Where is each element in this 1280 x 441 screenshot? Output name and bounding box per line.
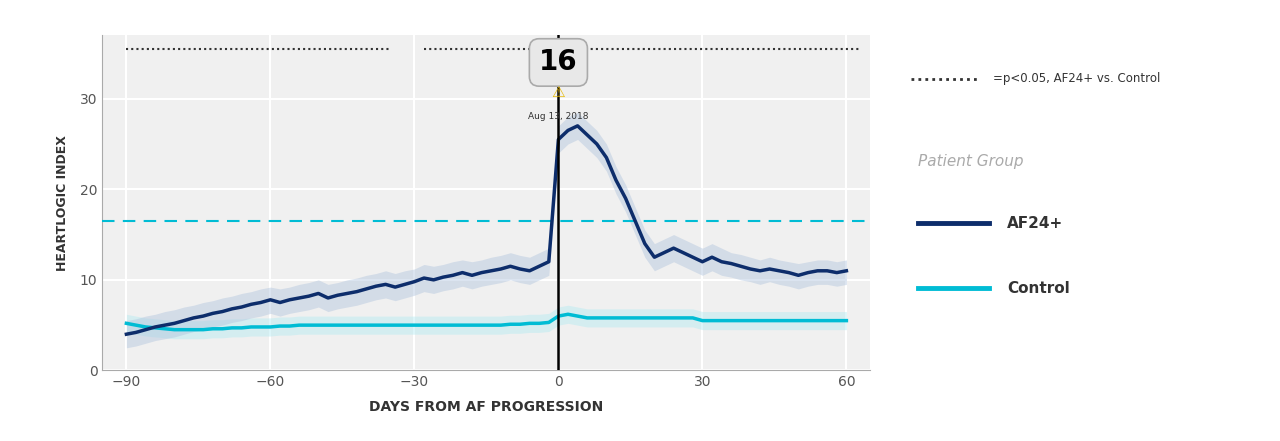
Text: 16: 16 bbox=[539, 49, 577, 76]
Y-axis label: HEARTLOGIC INDEX: HEARTLOGIC INDEX bbox=[56, 135, 69, 271]
Text: AF24+: AF24+ bbox=[1007, 216, 1064, 231]
X-axis label: DAYS FROM AF PROGRESSION: DAYS FROM AF PROGRESSION bbox=[369, 400, 604, 415]
Text: Control: Control bbox=[1007, 281, 1070, 296]
Text: Patient Group: Patient Group bbox=[918, 154, 1024, 169]
Text: Aug 13, 2018: Aug 13, 2018 bbox=[529, 112, 589, 121]
Text: =p<0.05, AF24+ vs. Control: =p<0.05, AF24+ vs. Control bbox=[992, 72, 1160, 85]
Text: ⚠: ⚠ bbox=[552, 85, 566, 100]
